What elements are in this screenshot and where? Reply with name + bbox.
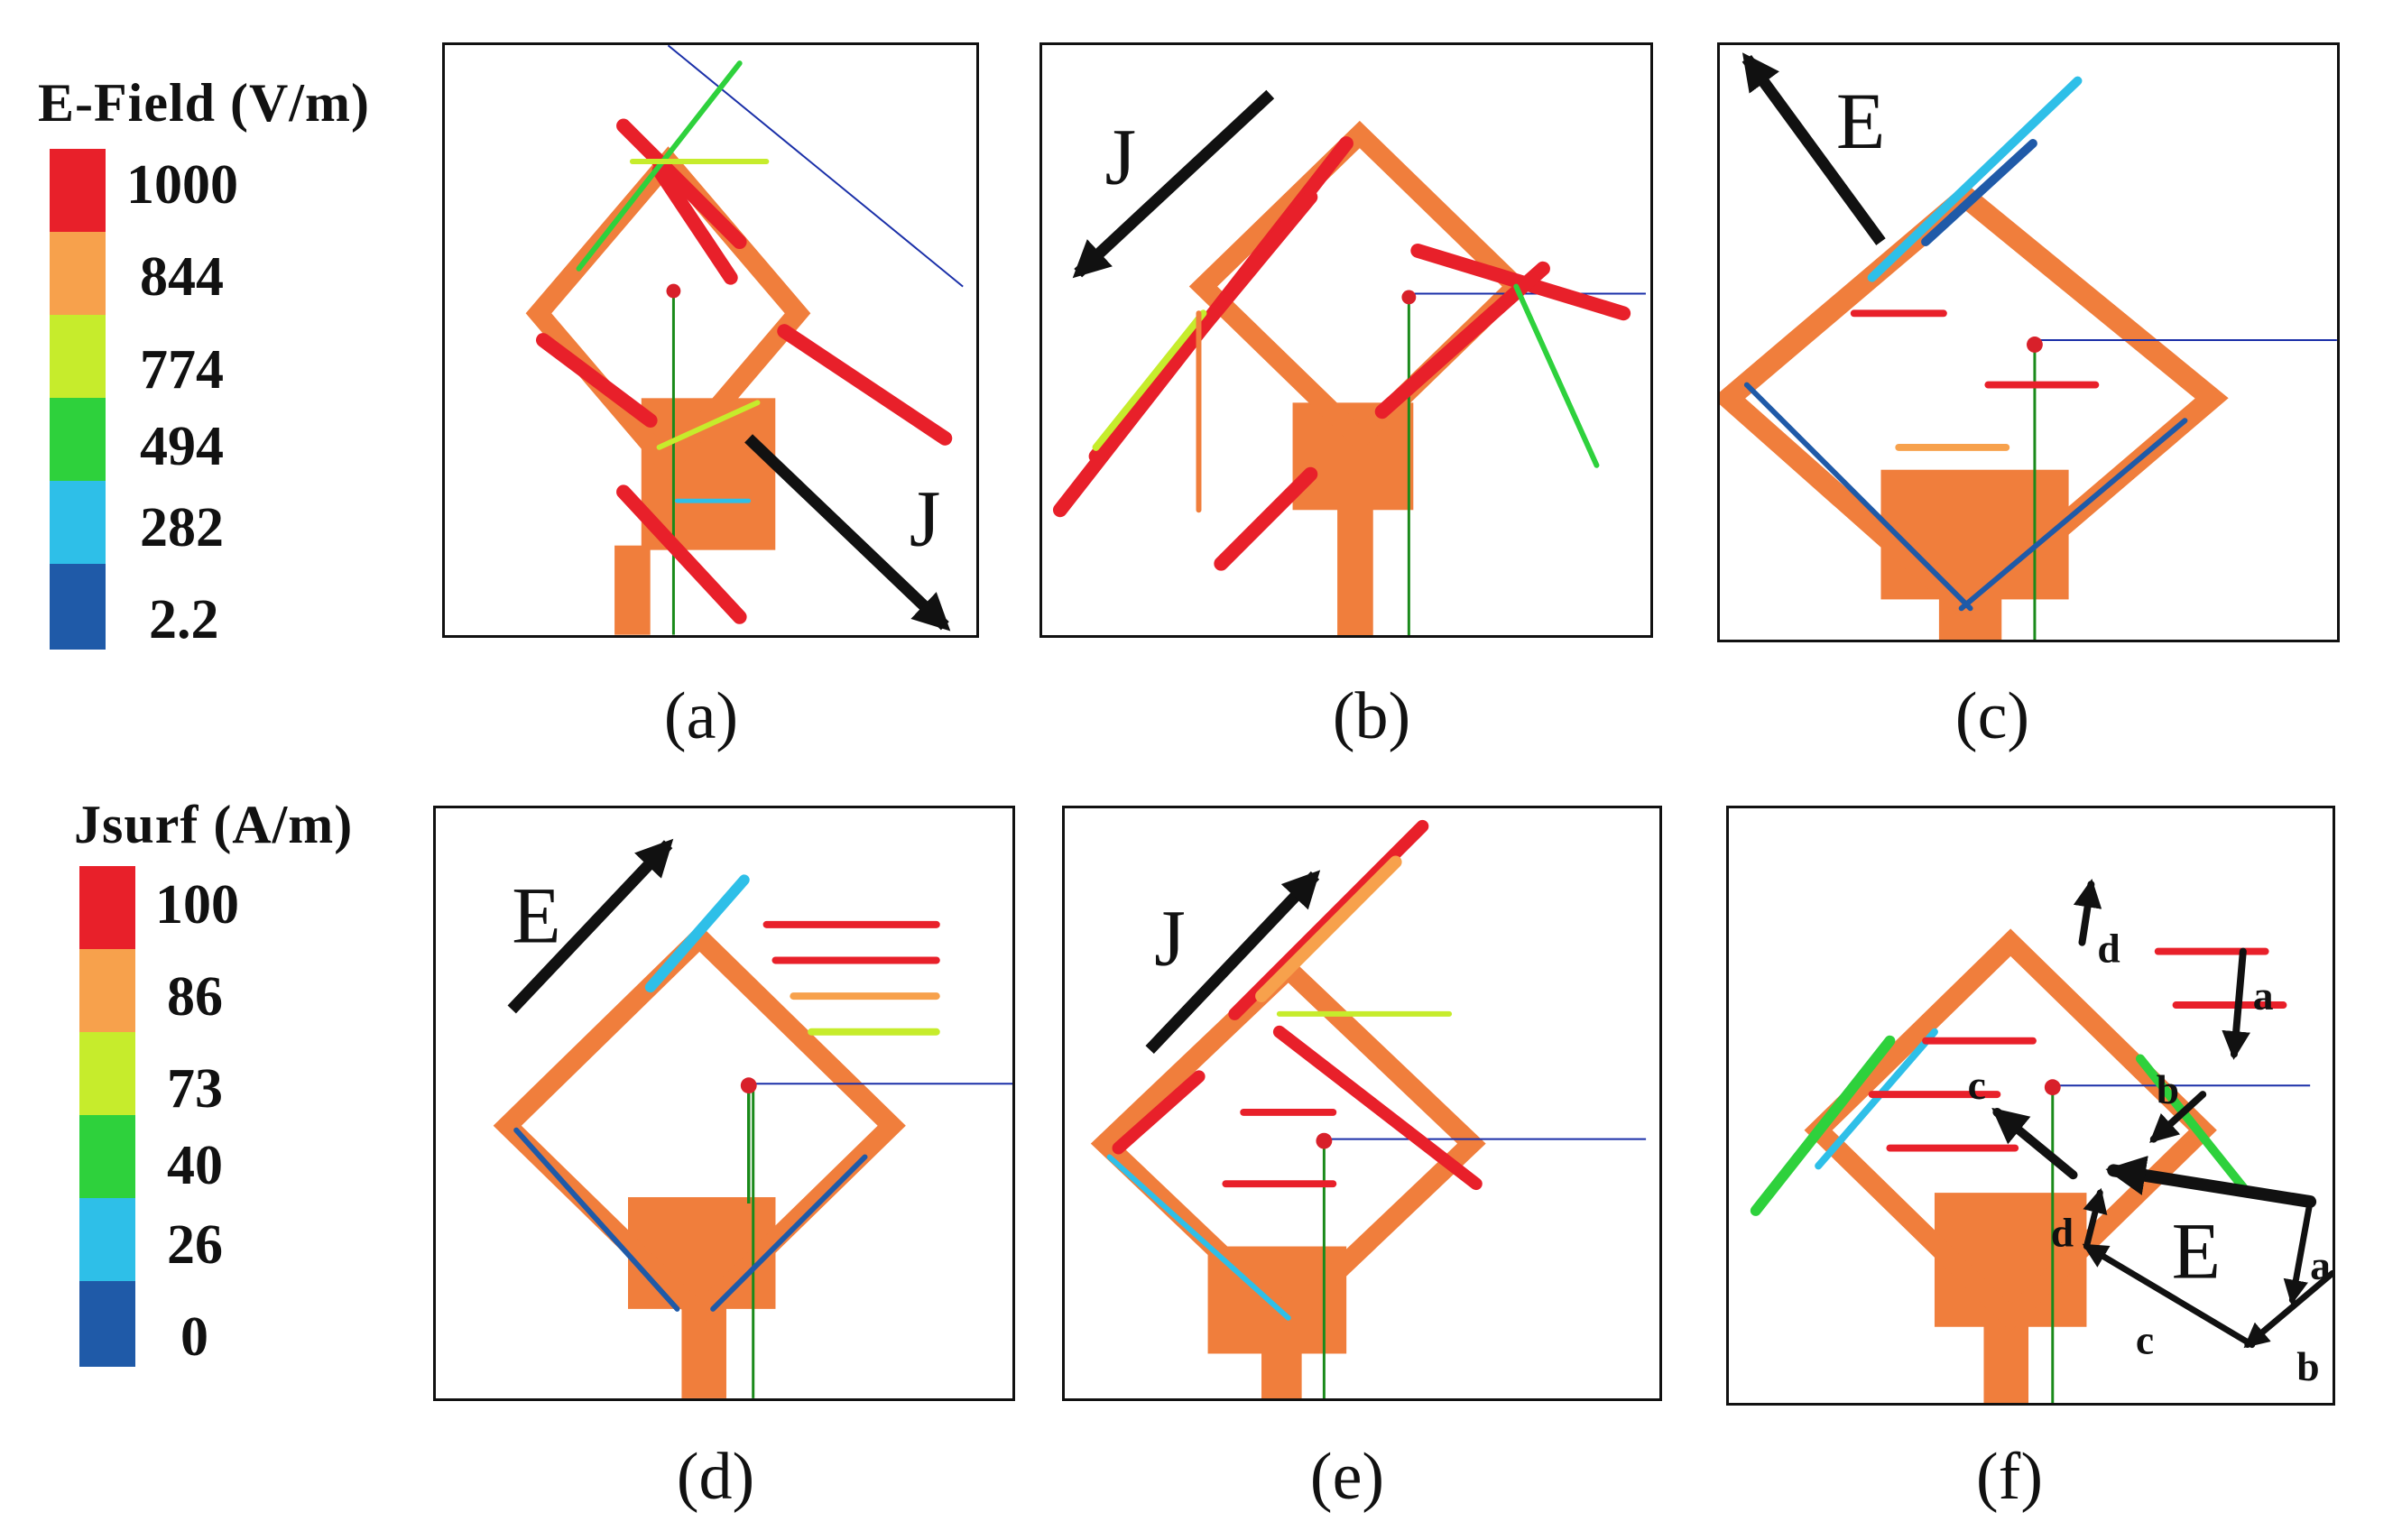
annotation-e: E — [512, 872, 560, 961]
jsurf-value-3: 73 — [167, 1058, 223, 1120]
field-arrows — [535, 60, 953, 624]
jsurf-value-1: 100 — [155, 874, 239, 936]
annotation-j: J — [910, 475, 941, 564]
arrow-b-upper — [2149, 1091, 2207, 1143]
jsurf-value-6: 0 — [180, 1306, 208, 1368]
efield-swatch-2 — [50, 232, 106, 315]
caption-f: (f) — [1976, 1440, 2043, 1514]
efield-value-4: 494 — [140, 416, 224, 477]
caption-e: (e) — [1309, 1440, 1385, 1514]
label-a: a — [2310, 1242, 2331, 1288]
feed-line — [667, 45, 964, 288]
field-arrows — [513, 874, 940, 1312]
efield-value-3: 774 — [140, 339, 224, 401]
arrow-a — [2283, 1198, 2314, 1305]
probe-dot — [2027, 337, 2043, 353]
jsurf-value-4: 40 — [167, 1135, 223, 1196]
panel-d: E — [433, 806, 1015, 1401]
jsurf-swatch-3 — [79, 1032, 135, 1115]
field-arrows — [1106, 819, 1483, 1321]
feed-strip — [614, 545, 651, 635]
arrow-c — [1991, 1107, 2078, 1180]
probe-dot — [666, 283, 681, 299]
efield-legend-title: E-Field (V/m) — [38, 73, 370, 133]
label-c-upper: c — [1968, 1062, 1986, 1108]
efield-value-1: 1000 — [126, 154, 238, 216]
jsurf-swatch-2 — [79, 949, 135, 1032]
jsurf-value-2: 86 — [167, 966, 223, 1028]
annotation-j: J — [1154, 894, 1186, 982]
arrow-d — [2083, 1187, 2108, 1250]
panel-c-figure: E — [1720, 52, 2337, 640]
label-d: d — [2051, 1210, 2074, 1256]
efield-value-6: 2.2 — [149, 589, 219, 650]
panel-c: E — [1717, 42, 2340, 642]
caption-d: (d) — [676, 1440, 755, 1514]
efield-swatch-6 — [50, 564, 106, 650]
panel-a: J — [442, 42, 979, 638]
efield-value-5: 282 — [140, 497, 224, 558]
direction-arrow-j — [1145, 870, 1321, 1054]
efield-swatch-1 — [50, 149, 106, 232]
probe-dot — [740, 1077, 757, 1094]
square-loop — [1188, 120, 1530, 453]
field-arrows — [1052, 136, 1631, 571]
caption-c: (c) — [1954, 679, 2030, 753]
jsurf-swatch-4 — [79, 1115, 135, 1198]
jsurf-swatch-5 — [79, 1198, 135, 1281]
efield-swatch-5 — [50, 481, 106, 564]
square-loop — [1720, 182, 2229, 623]
arrow-d-upper — [2073, 878, 2102, 946]
feed-strip — [1337, 505, 1373, 635]
probe-dot — [1401, 290, 1417, 305]
jsurf-value-5: 26 — [167, 1214, 223, 1276]
field-arrows — [1743, 76, 2188, 612]
direction-arrow-j — [744, 434, 951, 632]
arrow-c-lower — [2082, 1243, 2256, 1349]
label-b: b — [2296, 1343, 2319, 1389]
efield-swatch-3 — [50, 315, 106, 398]
panel-a-figure: J — [525, 45, 964, 635]
field-arrows — [1750, 947, 2287, 1216]
probe-dot — [2044, 1079, 2061, 1096]
probe-dot — [1316, 1132, 1333, 1149]
panel-d-figure: E — [493, 838, 1012, 1398]
caption-a: (a) — [663, 679, 739, 753]
jsurf-swatch-6 — [79, 1281, 135, 1367]
efield-value-2: 844 — [140, 246, 224, 308]
label-b-upper: b — [2157, 1066, 2179, 1112]
arrow-a-upper — [2222, 947, 2250, 1060]
caption-b: (b) — [1332, 679, 1411, 753]
label-d-upper: d — [2097, 925, 2120, 971]
square-loop — [1804, 928, 2217, 1333]
feed-strip — [1261, 1349, 1302, 1398]
annotation-j: J — [1104, 114, 1136, 202]
direction-arrow-e — [1741, 52, 1886, 245]
efield-swatch-4 — [50, 398, 106, 481]
arrow-b — [2243, 1269, 2333, 1349]
panel-f: E a b c d a b c d — [1726, 806, 2335, 1406]
resultant-e-arrow — [2105, 1156, 2317, 1208]
panel-f-figure: E a b c d a b c d — [1750, 878, 2333, 1403]
vector-diagram — [1991, 878, 2333, 1349]
panel-b: J — [1039, 42, 1653, 638]
annotation-e: E — [1836, 78, 1885, 166]
jsurf-legend-title: Jsurf (A/m) — [74, 795, 354, 854]
panel-e: J — [1062, 806, 1662, 1401]
feed-strip — [1983, 1322, 2029, 1403]
square-loop — [493, 924, 906, 1328]
label-a-upper: a — [2253, 973, 2274, 1019]
direction-arrow-j — [1072, 89, 1275, 279]
panel-e-figure: J — [1090, 819, 1647, 1398]
jsurf-swatch-1 — [79, 866, 135, 949]
direction-arrow-e — [507, 838, 674, 1014]
annotation-e: E — [2172, 1207, 2221, 1296]
panel-b-figure: J — [1052, 89, 1646, 635]
label-c: c — [2136, 1316, 2154, 1362]
